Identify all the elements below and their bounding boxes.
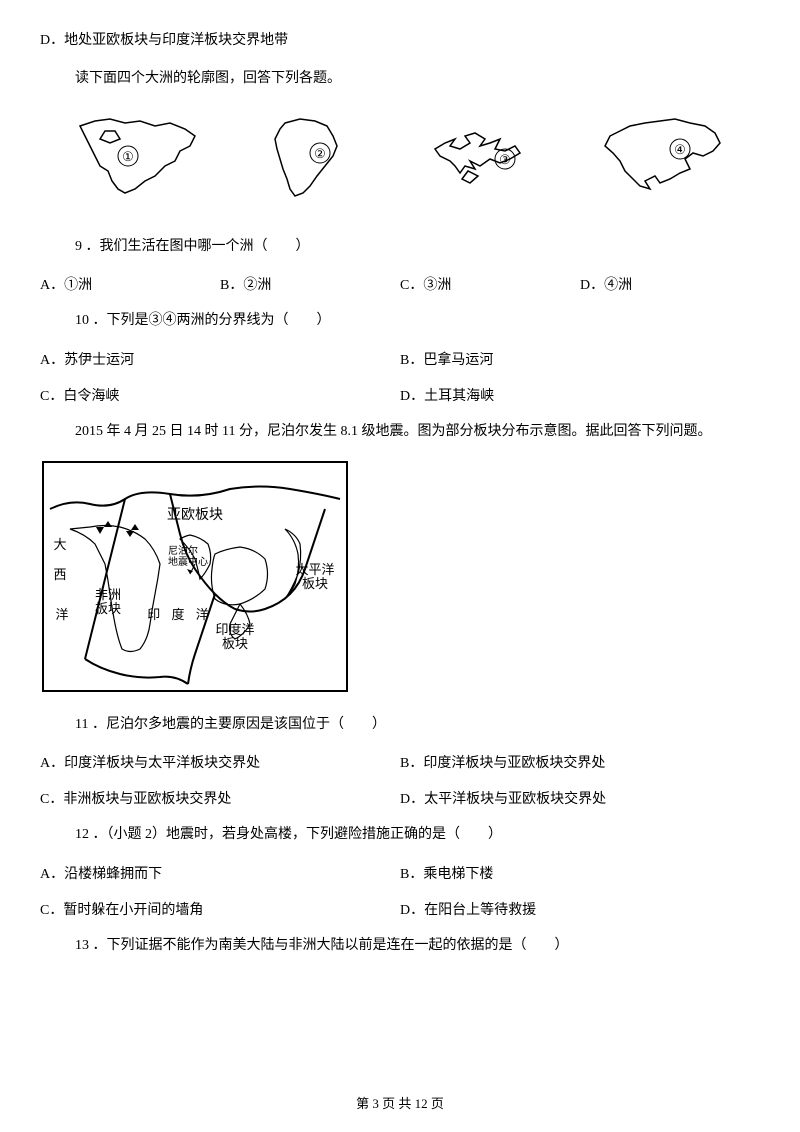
question-11: 11 ．尼泊尔多地震的主要原因是该国位于（ ）	[40, 714, 760, 736]
continents-figure: ① ② ③ ④	[40, 111, 760, 206]
continent-2-img: ②	[245, 111, 380, 206]
question-12: 12 ．（小题 2）地震时，若身处高楼，下列避险措施正确的是（ ）	[40, 824, 760, 846]
continent-4-img: ④	[595, 111, 730, 206]
question-9: 9 ．我们生活在图中哪一个洲（ ）	[40, 236, 760, 258]
plate-map-figure: 亚欧板块 太平洋板块 非洲板块 印度洋板块 印 度 洋 大西洋 尼泊尔地震中心	[40, 459, 350, 694]
q9-opt-b: B．②洲	[220, 274, 400, 294]
q11-options-ab: A．印度洋板块与太平洋板块交界处 B．印度洋板块与亚欧板块交界处	[40, 752, 760, 772]
page-footer: 第 3 页 共 12 页	[0, 1093, 800, 1112]
svg-text:非洲板块: 非洲板块	[95, 587, 121, 616]
q11-opt-d: D．太平洋板块与亚欧板块交界处	[400, 788, 760, 808]
svg-text:④: ④	[674, 142, 686, 157]
q11-opt-a: A．印度洋板块与太平洋板块交界处	[40, 752, 400, 772]
q10-opt-c: C．白令海峡	[40, 385, 400, 405]
q12-opt-d: D．在阳台上等待救援	[400, 899, 760, 919]
continent-1-img: ①	[70, 111, 205, 206]
q11-opt-b: B．印度洋板块与亚欧板块交界处	[400, 752, 760, 772]
q12-opt-c: C．暂时躲在小开间的墙角	[40, 899, 400, 919]
q11-options-cd: C．非洲板块与亚欧板块交界处 D．太平洋板块与亚欧板块交界处	[40, 788, 760, 808]
q10-opt-d: D．土耳其海峡	[400, 385, 760, 405]
q12-options-cd: C．暂时躲在小开间的墙角 D．在阳台上等待救援	[40, 899, 760, 919]
svg-text:大西洋: 大西洋	[53, 537, 68, 622]
q9-opt-a: A．①洲	[40, 274, 220, 294]
question-10: 10 ．下列是③④两洲的分界线为（ ）	[40, 310, 760, 332]
q9-opt-c: C．③洲	[400, 274, 580, 294]
svg-text:③: ③	[499, 152, 511, 167]
q10-options-ab: A．苏伊士运河 B．巴拿马运河	[40, 349, 760, 369]
question-13: 13 ．下列证据不能作为南美大陆与非洲大陆以前是连在一起的依据的是（ ）	[40, 935, 760, 957]
q10-opt-a: A．苏伊士运河	[40, 349, 400, 369]
intro-nepal: 2015 年 4 月 25 日 14 时 11 分，尼泊尔发生 8.1 级地震。…	[40, 421, 760, 443]
q12-opt-b: B．乘电梯下楼	[400, 863, 760, 883]
q10-options-cd: C．白令海峡 D．土耳其海峡	[40, 385, 760, 405]
q9-options: A．①洲 B．②洲 C．③洲 D．④洲	[40, 274, 760, 294]
svg-text:①: ①	[122, 149, 134, 164]
q11-opt-c: C．非洲板块与亚欧板块交界处	[40, 788, 400, 808]
intro-continents: 读下面四个大洲的轮廓图，回答下列各题。	[40, 68, 760, 90]
q12-opt-a: A．沿楼梯蜂拥而下	[40, 863, 400, 883]
q10-opt-b: B．巴拿马运河	[400, 349, 760, 369]
svg-text:②: ②	[314, 146, 326, 161]
q12-options-ab: A．沿楼梯蜂拥而下 B．乘电梯下楼	[40, 863, 760, 883]
continent-3-img: ③	[420, 111, 555, 206]
svg-text:印 度 洋: 印 度 洋	[147, 607, 213, 622]
svg-text:亚欧板块: 亚欧板块	[167, 507, 223, 523]
option-d-text: D．地处亚欧板块与印度洋板块交界地带	[40, 30, 760, 52]
q9-opt-d: D．④洲	[580, 274, 760, 294]
